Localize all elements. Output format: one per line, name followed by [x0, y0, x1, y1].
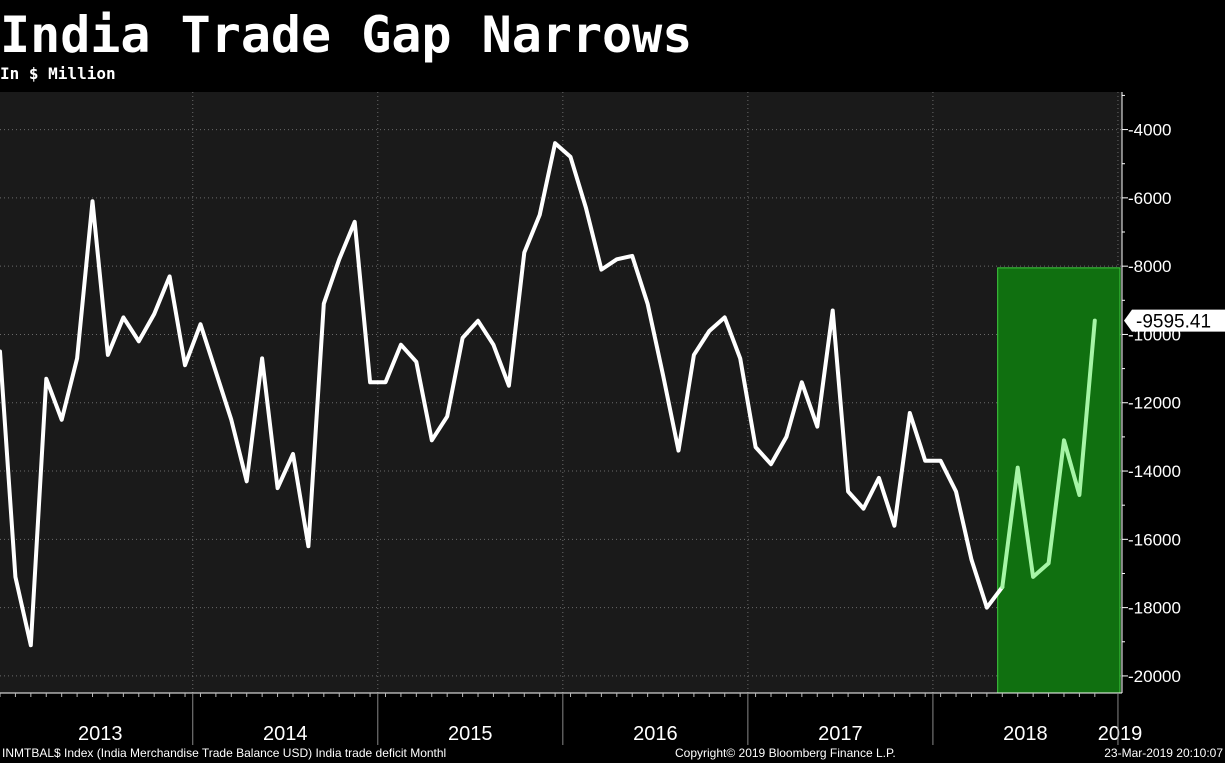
plot-background	[0, 92, 1122, 693]
x-tick-label: 2017	[818, 723, 863, 745]
axes	[0, 92, 1123, 694]
chart-area: -4000-6000-8000-10000-12000-14000-16000-…	[0, 92, 1225, 745]
copyright-note: Copyright© 2019 Bloomberg Finance L.P.	[675, 746, 896, 760]
y-tick-label: -16000	[1128, 530, 1181, 549]
chart-subtitle: In $ Million	[0, 64, 116, 83]
chart-title: India Trade Gap Narrows	[0, 6, 693, 64]
x-tick-label: 2019	[1098, 723, 1143, 745]
x-tick-label: 2014	[263, 723, 308, 745]
last-value-label: -9595.41	[1124, 309, 1225, 333]
last-value-text: -9595.41	[1136, 312, 1211, 333]
x-tick-label: 2013	[78, 723, 123, 745]
y-tick-label: -20000	[1128, 667, 1181, 686]
series-line-highlight	[1000, 318, 1097, 590]
x-tick-label: 2016	[633, 723, 678, 745]
y-tick-label: -4000	[1128, 121, 1171, 140]
x-axis-ticks: 2013 2014 2015 2016 2017 2018 2019	[0, 693, 1142, 745]
source-note: INMTBAL$ Index (India Merchandise Trade …	[2, 746, 447, 760]
last-value-tag	[1124, 309, 1225, 332]
y-axis-ticks: -4000-6000-8000-10000-12000-14000-16000-…	[1122, 94, 1181, 686]
y-tick-label: -12000	[1128, 394, 1181, 413]
x-tick-label: 2018	[1003, 723, 1048, 745]
timestamp: 23-Mar-2019 20:10:07	[1104, 746, 1223, 760]
series-line	[0, 141, 1005, 648]
y-tick-label: -6000	[1128, 189, 1171, 208]
x-tick-label: 2015	[448, 723, 493, 745]
y-tick-label: -8000	[1128, 257, 1171, 276]
y-tick-label: -18000	[1128, 599, 1181, 618]
y-tick-label: -14000	[1128, 462, 1181, 481]
